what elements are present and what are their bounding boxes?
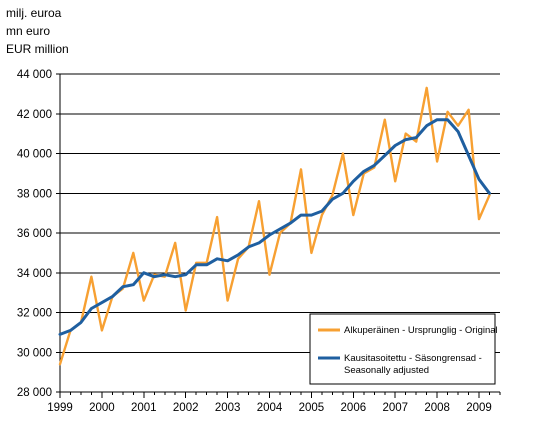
unit-label-fi: milj. euroa xyxy=(6,6,62,20)
x-tick-label: 2002 xyxy=(173,402,199,414)
y-tick-label: 38 000 xyxy=(17,188,52,200)
x-tick-label: 2004 xyxy=(257,402,283,414)
legend-box xyxy=(309,313,496,385)
y-tick-label: 34 000 xyxy=(17,268,52,280)
y-tick-label: 28 000 xyxy=(17,387,52,399)
legend-label-original: Alkuperäinen - Ursprunglig - Original xyxy=(344,325,498,336)
x-tick-label: 2006 xyxy=(341,402,367,414)
x-tick-label: 2001 xyxy=(131,402,157,414)
x-tick-label: 2008 xyxy=(424,402,450,414)
series-lines xyxy=(58,86,491,366)
x-tick-label: 2007 xyxy=(382,402,408,414)
series-line-adjusted xyxy=(58,118,491,336)
x-axis-ticks: 1999 2000 2001 2002 2003 2004 2005 2006 2007 2008… xyxy=(47,392,501,414)
legend-label-adjusted-line2: Seasonally adjusted xyxy=(344,365,429,376)
y-tick-label: 44 000 xyxy=(17,69,52,81)
x-tick-label: 2003 xyxy=(215,402,241,414)
series-line-original xyxy=(58,86,491,366)
legend-label-adjusted-line1: Kausitasoitettu - Säsongrensad - xyxy=(344,353,482,364)
unit-label-sv: mn euro xyxy=(6,24,51,38)
y-tick-label: 36 000 xyxy=(17,228,52,240)
x-tick-label: 2005 xyxy=(299,402,325,414)
y-axis-ticks: 28 000 30 000 32 000 34 000 36 000 38 000 40 0… xyxy=(17,69,60,399)
x-tick-label: 1999 xyxy=(47,402,73,414)
y-tick-label: 30 000 xyxy=(17,347,52,359)
y-tick-label: 42 000 xyxy=(17,109,52,121)
y-tick-label: 32 000 xyxy=(17,308,52,320)
legend: Alkuperäinen - Ursprunglig - Original Kau… xyxy=(309,313,498,385)
unit-label-en: EUR million xyxy=(6,42,69,56)
x-tick-label: 2009 xyxy=(466,402,492,414)
y-tick-label: 40 000 xyxy=(17,149,52,161)
x-tick-label: 2000 xyxy=(89,402,115,414)
